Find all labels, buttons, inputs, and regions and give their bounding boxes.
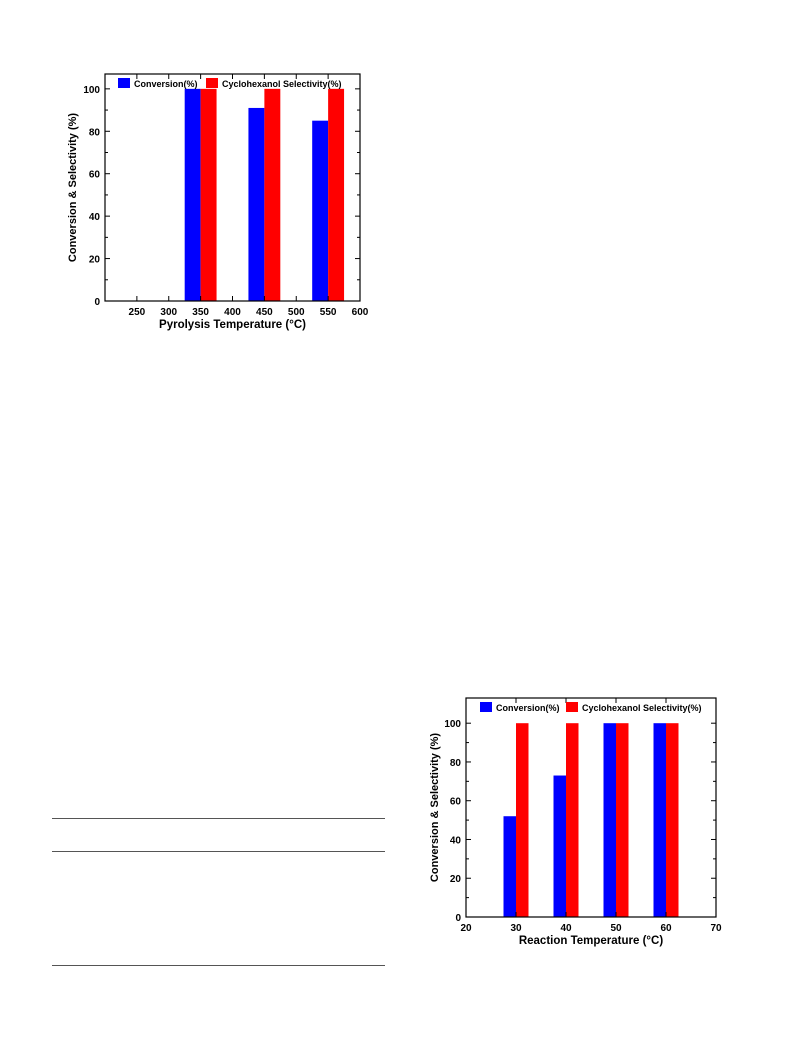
legend-swatch-conversion xyxy=(118,78,130,88)
y-tick-label: 20 xyxy=(89,255,101,266)
legend-swatch-selectivity xyxy=(206,78,218,88)
x-tick-label: 20 xyxy=(460,923,472,934)
x-tick-label: 30 xyxy=(510,923,522,934)
y-tick-label: 80 xyxy=(89,127,101,138)
plot-frame xyxy=(465,697,717,918)
y-axis-label: Conversion & Selectivity (%) xyxy=(429,733,441,882)
y-axis-label: Conversion & Selectivity (%) xyxy=(67,113,79,262)
x-tick-label: 600 xyxy=(352,307,369,318)
legend-label-conversion: Conversion(%) xyxy=(496,703,560,713)
bar-selectivity-550 xyxy=(328,88,345,301)
x-tick-label: 350 xyxy=(192,307,209,318)
legend-label-selectivity: Cyclohexanol Selectivity(%) xyxy=(582,703,702,713)
table-rule-top xyxy=(52,818,385,819)
bar-conversion-50 xyxy=(603,723,616,917)
table-rule-bottom xyxy=(52,965,385,966)
pyrolysis-temperature-chart: 0 20 40 60 80 100 250 300 350 400 450 500 550 600 Pyro… xyxy=(67,73,369,331)
bar-selectivity-40 xyxy=(566,723,579,917)
x-tick-label: 50 xyxy=(610,923,622,934)
y-tick-label: 40 xyxy=(450,835,462,846)
x-tick-label: 40 xyxy=(560,923,572,934)
y-tick-label: 20 xyxy=(450,874,462,885)
bar-conversion-60 xyxy=(653,723,666,917)
x-tick-label: 500 xyxy=(288,307,305,318)
x-tick-label: 70 xyxy=(710,923,722,934)
legend-label-selectivity: Cyclohexanol Selectivity(%) xyxy=(222,79,342,89)
bar-conversion-30 xyxy=(503,816,516,917)
legend-swatch-selectivity xyxy=(566,702,578,712)
bar-selectivity-450 xyxy=(264,88,281,301)
y-tick-label: 100 xyxy=(444,719,461,730)
y-tick-label: 0 xyxy=(455,913,461,924)
legend-swatch-conversion xyxy=(480,702,492,712)
bar-selectivity-30 xyxy=(516,723,529,917)
y-tick-label: 60 xyxy=(450,797,462,808)
y-tick-label: 100 xyxy=(83,85,100,96)
x-tick-label: 300 xyxy=(160,307,177,318)
x-tick-label: 60 xyxy=(660,923,672,934)
bar-conversion-550 xyxy=(312,120,329,301)
bar-selectivity-60 xyxy=(666,723,679,917)
x-tick-label: 450 xyxy=(256,307,273,318)
legend-label-conversion: Conversion(%) xyxy=(134,79,198,89)
table-rule-middle xyxy=(52,851,385,852)
x-axis-label: Reaction Temperature (°C) xyxy=(519,935,663,947)
y-tick-label: 40 xyxy=(89,212,101,223)
x-tick-label: 400 xyxy=(224,307,241,318)
bar-conversion-40 xyxy=(553,775,566,917)
bar-selectivity-350 xyxy=(200,88,217,301)
bar-conversion-350 xyxy=(184,88,201,301)
y-tick-label: 60 xyxy=(89,170,101,181)
bar-conversion-450 xyxy=(248,107,265,301)
y-tick-label: 80 xyxy=(450,758,462,769)
y-tick-label: 0 xyxy=(94,297,100,308)
bar-selectivity-50 xyxy=(616,723,629,917)
x-tick-label: 550 xyxy=(320,307,337,318)
x-axis-label: Pyrolysis Temperature (°C) xyxy=(159,319,306,331)
x-tick-label: 250 xyxy=(129,307,146,318)
